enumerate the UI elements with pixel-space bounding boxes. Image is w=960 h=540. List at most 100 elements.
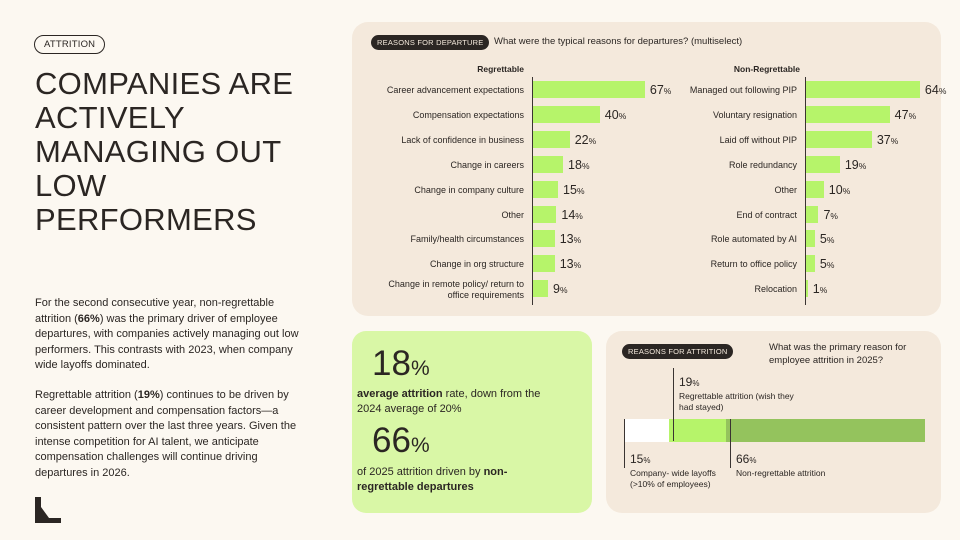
non-regrettable-label: Role automated by AI xyxy=(352,230,797,250)
body-paragraph-2: Regrettable attrition (19%) continues to… xyxy=(35,388,297,479)
regrettable-value-label: 15% xyxy=(563,182,585,197)
regrettable-value-label: 9% xyxy=(553,282,568,297)
regrettable-label-text: Compensation expectations xyxy=(412,109,524,120)
regrettable-axis xyxy=(532,77,533,305)
non-regrettable-heading: Non-Regrettable xyxy=(733,64,800,74)
stat-1-text: average attrition rate, down from the 20… xyxy=(357,388,541,415)
regrettable-label: Lack of confidence in business xyxy=(352,131,524,151)
non-regrettable-bar xyxy=(806,155,840,173)
regrettable-label-text: Change in org structure xyxy=(429,259,524,270)
regrettable-label: 19% Regrettable attrition (wish they had… xyxy=(679,375,794,412)
stat-1-value: 18% xyxy=(372,344,430,383)
regrettable-label-text: Other xyxy=(501,209,524,220)
non-regrettable-label: Laid off without PIP xyxy=(352,131,797,151)
regrettable-value-label: 67% xyxy=(649,83,672,97)
regrettable-bar xyxy=(533,230,555,248)
regrettable-label: Compensation expectations xyxy=(352,106,524,126)
non-regrettable-label: Other xyxy=(352,181,797,201)
regrettable-bar xyxy=(533,155,564,173)
non-regrettable-value-label: 64% xyxy=(924,83,947,97)
departures-panel: REASONS FOR DEPARTURE What were the typi… xyxy=(352,22,946,316)
non-regrettable-label-text: Role redundancy xyxy=(728,159,797,170)
non-regrettable-bar xyxy=(806,130,872,148)
attrition-segment-2 xyxy=(669,419,727,442)
regrettable-value-label: 13% xyxy=(559,232,582,247)
regrettable-label: Other xyxy=(352,206,524,226)
non-regrettable-label-text: Managed out following PIP xyxy=(689,85,797,95)
non-regrettable-value-label: 37% xyxy=(876,132,899,147)
brand-logo-icon xyxy=(35,497,61,523)
regrettable-label: Change in careers xyxy=(352,156,524,176)
attrition-segment-1 xyxy=(624,419,670,442)
attrition-question: What was the primary reason for employee… xyxy=(769,342,907,366)
body-text: For the second consecutive year, non-reg… xyxy=(35,296,310,482)
non-regrettable-value-label: 1% xyxy=(812,282,828,297)
stat-2-text: of 2025 attrition driven by non-regretta… xyxy=(357,466,508,493)
regrettable-label-text: Career advancement expectations xyxy=(386,85,524,95)
non-regrettable-label: Managed out following PIP xyxy=(352,81,797,101)
non-regrettable-label: Role redundancy xyxy=(352,156,797,176)
departures-question: What were the typical reasons for depart… xyxy=(494,36,743,47)
regrettable-bar xyxy=(533,130,570,148)
non-regrettable-bar xyxy=(806,205,819,223)
regrettable-value-label: 40% xyxy=(604,107,627,122)
non-regrettable-value-label: 7% xyxy=(823,207,838,222)
regrettable-bar xyxy=(533,81,645,98)
non-regrettable-value-label: 19% xyxy=(844,157,867,172)
non-regrettable-value-label: 5% xyxy=(819,257,835,272)
regrettable-leader-line xyxy=(673,368,674,441)
non-regrettable-label-text: End of contract xyxy=(736,209,797,220)
non-regrettable-value-label: 10% xyxy=(828,182,851,197)
non-regrettable-label-text: Return to office policy xyxy=(710,259,797,270)
non-regrettable-label: End of contract xyxy=(352,206,797,226)
non-regrettable-label: Return to office policy xyxy=(352,255,797,275)
regrettable-bar xyxy=(533,180,559,198)
stat-2-value: 66% xyxy=(372,421,430,460)
regrettable-label: Change in org structure xyxy=(352,255,524,275)
layoffs-leader-line xyxy=(624,419,625,468)
non-regrettable-label: Voluntary resignation xyxy=(352,106,797,126)
non-regrettable-value-label: 47% xyxy=(894,107,917,122)
attrition-panel: REASONS FOR ATTRITION What was the prima… xyxy=(606,331,941,513)
regrettable-label: Change in company culture xyxy=(352,181,524,201)
section-tag: ATTRITION xyxy=(34,35,106,54)
non-regrettable-label-text: Other xyxy=(774,184,797,195)
non-regrettable-label-text: Role automated by AI xyxy=(710,234,797,245)
non-regrettable-label-text: Laid off without PIP xyxy=(719,134,797,145)
regrettable-value-label: 22% xyxy=(574,132,597,147)
regrettable-bar xyxy=(533,105,600,123)
regrettable-label-text: Family/health circumstances xyxy=(410,234,524,245)
non-regrettable-bar xyxy=(806,280,808,298)
regrettable-value-label: 14% xyxy=(561,207,583,222)
non-regrettable-label-text: Voluntary resignation xyxy=(712,109,797,120)
regrettable-value-label: 13% xyxy=(559,257,582,272)
regrettable-label-text: Change in remote policy/ return to offic… xyxy=(388,279,524,300)
non-regrettable-leader-line xyxy=(730,419,731,468)
regrettable-bar xyxy=(533,205,557,223)
departures-pill: REASONS FOR DEPARTURE xyxy=(371,35,490,50)
body-paragraph-1: For the second consecutive year, non-reg… xyxy=(35,297,299,372)
regrettable-label: Change in remote policy/ return to offic… xyxy=(352,279,524,300)
regrettable-label-text: Change in careers xyxy=(450,159,524,170)
non-regrettable-value-label: 5% xyxy=(819,232,835,247)
non-regrettable-label: 66% Non-regrettable attrition xyxy=(736,452,826,478)
layoffs-label: 15% Company- wide layoffs (>10% of emplo… xyxy=(630,452,716,489)
non-regrettable-bar xyxy=(806,255,815,273)
regrettable-label: Family/health circumstances xyxy=(352,230,524,250)
regrettable-bar xyxy=(533,255,555,273)
non-regrettable-bar xyxy=(806,180,824,198)
non-regrettable-axis xyxy=(805,77,806,305)
non-regrettable-label-text: Relocation xyxy=(754,284,797,295)
regrettable-label-text: Lack of confidence in business xyxy=(401,134,524,145)
non-regrettable-bar xyxy=(806,230,815,248)
regrettable-heading: Regrettable xyxy=(477,64,524,74)
regrettable-bar xyxy=(533,280,549,298)
non-regrettable-bar xyxy=(806,105,890,123)
regrettable-value-label: 18% xyxy=(568,157,590,172)
stats-panel: 18% average attrition rate, down from th… xyxy=(352,331,592,513)
regrettable-label-text: Change in company culture xyxy=(414,184,524,195)
page-title: COMPANIES ARE ACTIVELY MANAGING OUT LOW … xyxy=(35,66,294,237)
attrition-segment-3 xyxy=(726,419,925,442)
non-regrettable-bar xyxy=(806,81,920,98)
non-regrettable-label: Relocation xyxy=(352,280,797,300)
